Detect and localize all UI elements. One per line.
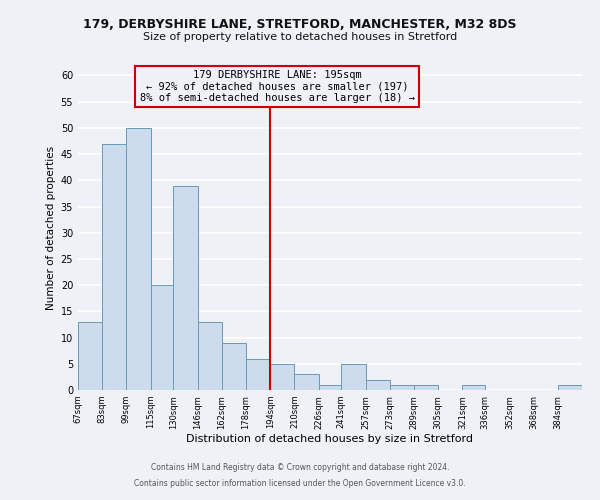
- Bar: [197, 322, 222, 390]
- Text: Size of property relative to detached houses in Stretford: Size of property relative to detached ho…: [143, 32, 457, 42]
- Y-axis label: Number of detached properties: Number of detached properties: [46, 146, 56, 310]
- Bar: [390, 385, 414, 390]
- X-axis label: Distribution of detached houses by size in Stretford: Distribution of detached houses by size …: [187, 434, 473, 444]
- Bar: [270, 364, 295, 390]
- Bar: [222, 343, 246, 390]
- Text: Contains public sector information licensed under the Open Government Licence v3: Contains public sector information licen…: [134, 478, 466, 488]
- Text: 179 DERBYSHIRE LANE: 195sqm
← 92% of detached houses are smaller (197)
8% of sem: 179 DERBYSHIRE LANE: 195sqm ← 92% of det…: [140, 70, 415, 103]
- Text: 179, DERBYSHIRE LANE, STRETFORD, MANCHESTER, M32 8DS: 179, DERBYSHIRE LANE, STRETFORD, MANCHES…: [83, 18, 517, 30]
- Text: Contains HM Land Registry data © Crown copyright and database right 2024.: Contains HM Land Registry data © Crown c…: [151, 464, 449, 472]
- Bar: [414, 385, 438, 390]
- Bar: [295, 374, 319, 390]
- Bar: [151, 285, 173, 390]
- Bar: [173, 186, 197, 390]
- Bar: [341, 364, 365, 390]
- Bar: [463, 385, 485, 390]
- Bar: [102, 144, 127, 390]
- Bar: [127, 128, 151, 390]
- Bar: [365, 380, 390, 390]
- Bar: [78, 322, 102, 390]
- Bar: [558, 385, 582, 390]
- Bar: [246, 358, 270, 390]
- Bar: [319, 385, 341, 390]
